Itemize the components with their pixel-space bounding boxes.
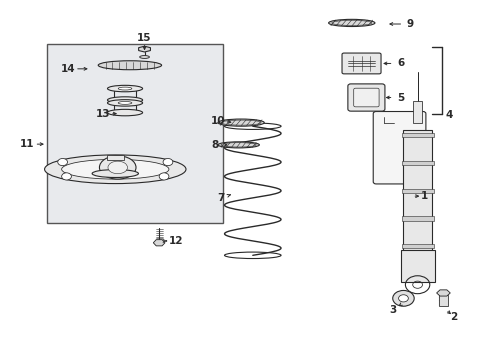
Polygon shape xyxy=(436,290,449,296)
Ellipse shape xyxy=(118,87,132,90)
Ellipse shape xyxy=(61,159,168,179)
Circle shape xyxy=(58,158,67,166)
Text: 1: 1 xyxy=(421,191,427,201)
Circle shape xyxy=(163,158,172,166)
Text: 12: 12 xyxy=(169,236,183,246)
FancyBboxPatch shape xyxy=(353,88,378,107)
Ellipse shape xyxy=(44,155,185,184)
Ellipse shape xyxy=(118,102,132,104)
Text: 5: 5 xyxy=(396,93,404,103)
Circle shape xyxy=(392,291,413,306)
Bar xyxy=(401,189,433,193)
Text: 6: 6 xyxy=(396,58,404,68)
Polygon shape xyxy=(153,240,164,246)
Text: 2: 2 xyxy=(449,312,457,322)
Ellipse shape xyxy=(328,19,374,27)
Text: 9: 9 xyxy=(406,19,413,29)
Text: 7: 7 xyxy=(217,193,224,203)
Text: 4: 4 xyxy=(445,111,452,121)
Bar xyxy=(412,101,422,123)
Text: 13: 13 xyxy=(96,109,110,119)
Ellipse shape xyxy=(108,161,127,174)
Ellipse shape xyxy=(107,97,142,103)
Bar xyxy=(401,244,433,248)
Bar xyxy=(402,130,431,252)
Ellipse shape xyxy=(218,142,259,148)
Text: 8: 8 xyxy=(211,140,219,150)
Ellipse shape xyxy=(140,55,149,58)
Ellipse shape xyxy=(218,119,264,126)
Bar xyxy=(401,133,433,137)
Text: 3: 3 xyxy=(389,305,396,315)
Bar xyxy=(401,161,433,165)
FancyBboxPatch shape xyxy=(372,112,425,184)
Bar xyxy=(400,250,434,282)
Text: 14: 14 xyxy=(61,64,75,74)
FancyBboxPatch shape xyxy=(347,84,384,111)
Text: 10: 10 xyxy=(210,116,224,126)
Text: 11: 11 xyxy=(20,139,35,149)
Ellipse shape xyxy=(99,156,136,179)
Ellipse shape xyxy=(92,170,138,177)
Bar xyxy=(106,155,124,160)
Ellipse shape xyxy=(107,100,142,106)
Bar xyxy=(438,296,447,306)
Circle shape xyxy=(61,173,71,180)
Ellipse shape xyxy=(98,61,161,70)
Circle shape xyxy=(398,295,407,302)
Circle shape xyxy=(159,173,168,180)
Polygon shape xyxy=(138,46,150,52)
Bar xyxy=(47,44,222,223)
Bar xyxy=(401,216,433,221)
Ellipse shape xyxy=(107,109,142,116)
FancyBboxPatch shape xyxy=(341,53,380,74)
Ellipse shape xyxy=(107,85,142,92)
Text: 15: 15 xyxy=(137,33,151,43)
